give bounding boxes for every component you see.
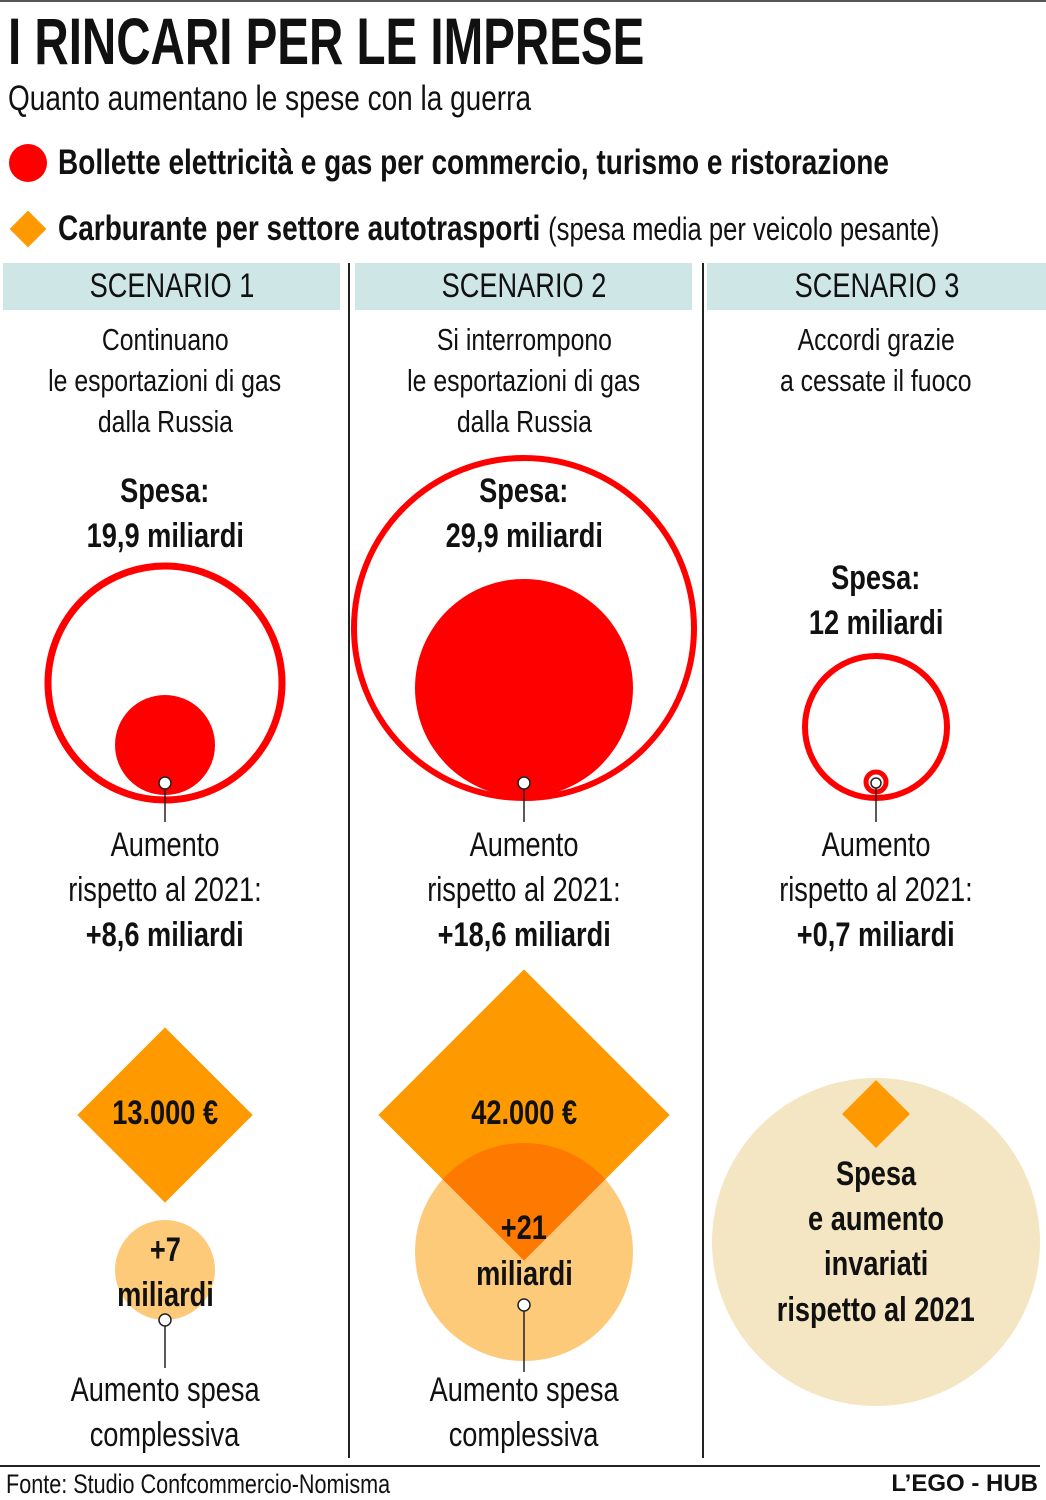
scenario-3-header: SCENARIO 3 — [707, 263, 1046, 310]
s1-aumento-label: Aumento — [110, 826, 220, 864]
s2-complessiva-label: Aumento spesa — [429, 1371, 619, 1409]
s1-aumento-label: rispetto al 2021: — [68, 871, 262, 909]
top-rule — [0, 0, 1046, 2]
s3-fuel-text: rispetto al 2021 — [776, 1291, 976, 1329]
s2-complessiva-label: complessiva — [449, 1416, 599, 1454]
bottom-rule — [0, 1465, 1040, 1467]
page-title: I RINCARI PER LE IMPRESE — [8, 4, 645, 78]
s2-desc: dalla Russia — [456, 404, 592, 439]
s3-aumento-label: rispetto al 2021: — [779, 871, 973, 909]
s3-aumento-label: Aumento — [821, 826, 931, 864]
s2-aumento-label: rispetto al 2021: — [427, 871, 621, 909]
s2-aumento-value: +18,6 miliardi — [437, 916, 611, 954]
s1-aumento-value: +8,6 miliardi — [86, 916, 244, 954]
legend-carburante: Carburante per settore autotrasporti (sp… — [58, 209, 940, 248]
column-divider — [348, 263, 350, 1458]
s1-dot-2 — [158, 1313, 172, 1327]
scenario-2-header: SCENARIO 2 — [355, 263, 692, 310]
source-note: Fonte: Studio Confcommercio-Nomisma — [6, 1469, 391, 1499]
s1-fuel-increase-circle — [115, 1220, 215, 1320]
s1-spesa-value: 19,9 miliardi — [86, 517, 244, 555]
s3-spesa-label: Spesa: — [831, 559, 921, 597]
column-divider — [702, 263, 704, 1458]
s3-dot — [870, 777, 882, 789]
legend-bollette: Bollette elettricità e gas per commercio… — [58, 143, 889, 182]
s3-fuel-text: Spesa — [835, 1155, 917, 1193]
s1-desc: Continuano — [101, 322, 229, 357]
s1-desc: le esportazioni di gas — [48, 363, 282, 398]
s2-fuel-increase: +21 — [500, 1209, 548, 1247]
subtitle: Quanto aumentano le spese con la guerra — [8, 79, 532, 118]
s3-spesa-value: 12 miliardi — [808, 604, 944, 642]
s3-aumento-value: +0,7 miliardi — [797, 916, 955, 954]
s3-fuel-diamond — [842, 1080, 910, 1148]
s1-fuel-value: 13.000 € — [112, 1094, 218, 1132]
s2-fuel-value: 42.000 € — [471, 1094, 577, 1132]
s1-spesa-label: Spesa: — [120, 472, 210, 510]
s2-spesa-value: 29,9 miliardi — [445, 517, 603, 555]
s3-spesa-ring — [802, 653, 950, 801]
s2-desc: le esportazioni di gas — [407, 363, 641, 398]
s2-aumento-label: Aumento — [469, 826, 579, 864]
s1-desc: dalla Russia — [97, 404, 233, 439]
s1-fuel-diamond — [77, 1027, 253, 1203]
s1-complessiva-label: Aumento spesa — [70, 1371, 260, 1409]
legend-circle-icon — [9, 144, 47, 182]
s2-dot — [517, 776, 531, 790]
s1-fuel-increase: miliardi — [116, 1276, 214, 1314]
s3-fuel-text: e aumento — [807, 1200, 945, 1238]
s1-dot — [158, 776, 172, 790]
s2-fuel-increase-circle — [415, 1143, 633, 1361]
s3-fuel-text: invariati — [823, 1245, 929, 1283]
s1-complessiva-label: complessiva — [90, 1416, 240, 1454]
s3-desc: a cessate il fuoco — [780, 363, 972, 398]
s2-fuel-increase: miliardi — [475, 1255, 573, 1293]
scenario-1-header: SCENARIO 1 — [3, 263, 340, 310]
brand-logo: L’EGO - HUB — [891, 1470, 1038, 1497]
s3-unchanged-circle — [712, 1078, 1040, 1406]
s2-dot-2 — [517, 1298, 531, 1312]
s2-aumento-circle — [415, 579, 633, 797]
s3-desc: Accordi grazie — [797, 322, 955, 357]
s2-spesa-label: Spesa: — [479, 472, 569, 510]
s1-aumento-circle — [115, 695, 215, 795]
s1-fuel-increase: +7 — [149, 1231, 181, 1269]
s2-desc: Si interrompono — [436, 322, 612, 357]
